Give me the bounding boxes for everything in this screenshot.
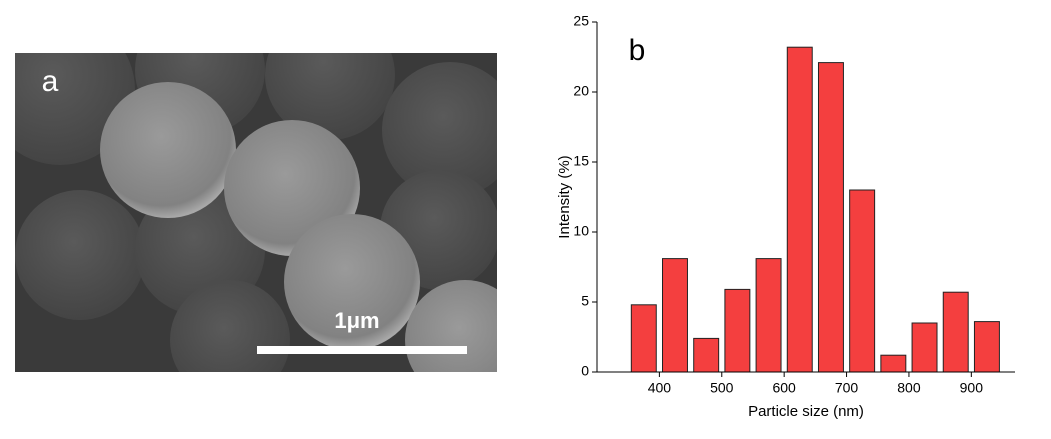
bar <box>724 288 751 373</box>
sem-image: 1μm a <box>15 53 497 372</box>
bar <box>849 189 876 373</box>
bar <box>973 321 1000 373</box>
x-axis-label: Particle size (nm) <box>748 403 864 420</box>
y-tick-label: 5 <box>581 293 589 309</box>
bar <box>662 258 688 373</box>
x-tick-label: 800 <box>897 380 921 396</box>
bar <box>911 322 938 373</box>
x-tick-label: 500 <box>710 380 734 396</box>
bar <box>630 304 657 373</box>
bar <box>880 354 907 373</box>
x-tick-label: 400 <box>648 380 672 396</box>
y-axis-label: Intensity (%) <box>556 155 573 238</box>
chart-title: b <box>629 34 646 67</box>
axes <box>596 22 1015 373</box>
x-tick-label: 600 <box>772 380 796 396</box>
y-tick-label: 0 <box>581 363 589 379</box>
y-tick-label: 25 <box>573 13 589 29</box>
bar <box>817 62 844 373</box>
bar <box>786 46 813 373</box>
x-tick-label: 900 <box>960 380 984 396</box>
panel-label: a <box>42 65 59 98</box>
x-tick-label: 700 <box>835 380 859 396</box>
scale-bar-label: 1μm <box>334 308 379 333</box>
y-tick-label: 20 <box>573 83 589 99</box>
bar <box>942 291 969 373</box>
y-tick-label: 10 <box>573 223 589 239</box>
bar <box>693 337 720 373</box>
bar <box>755 258 782 373</box>
y-tick-label: 15 <box>573 153 589 169</box>
